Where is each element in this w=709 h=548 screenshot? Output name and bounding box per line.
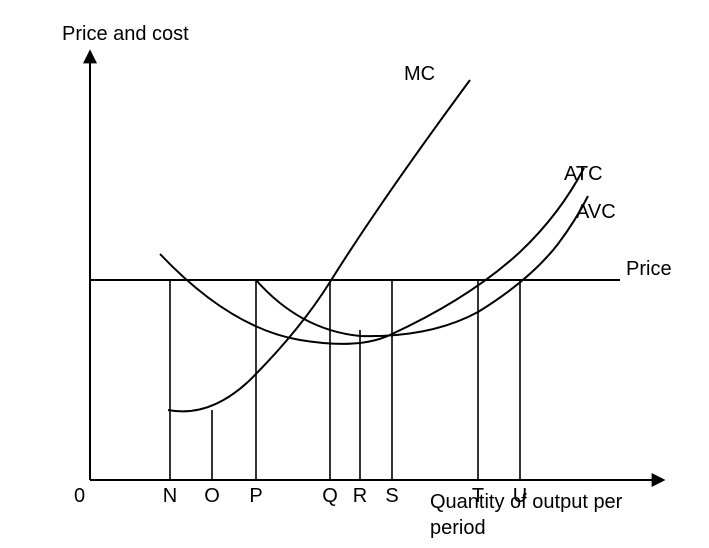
x-tick-label: P	[249, 485, 262, 507]
x-tick-label: T	[472, 485, 484, 507]
drop-lines	[170, 280, 520, 480]
x-tick-label: S	[385, 485, 398, 507]
x-tick-label: U	[513, 485, 527, 507]
mc-curve	[168, 80, 470, 411]
avc-curve	[256, 196, 588, 336]
x-tick-label: O	[204, 485, 220, 507]
mc-label: MC	[404, 63, 435, 85]
y-axis-label: Price and cost	[62, 23, 189, 45]
avc-label: AVC	[576, 201, 616, 223]
atc-label: ATC	[564, 163, 603, 185]
diagram-canvas: Price and cost Quantity of output per pe…	[0, 0, 709, 548]
x-tick-label: R	[353, 485, 367, 507]
x-tick-label: N	[163, 485, 177, 507]
price-label: Price	[626, 258, 672, 280]
x-axis-label-line2: period	[430, 517, 486, 539]
origin-label: 0	[74, 485, 85, 507]
x-tick-label: Q	[322, 485, 338, 507]
x-tick-labels: N O P QRS T U	[163, 485, 527, 507]
economics-cost-curves-diagram: { "canvas": { "width": 709, "height": 54…	[0, 0, 709, 548]
